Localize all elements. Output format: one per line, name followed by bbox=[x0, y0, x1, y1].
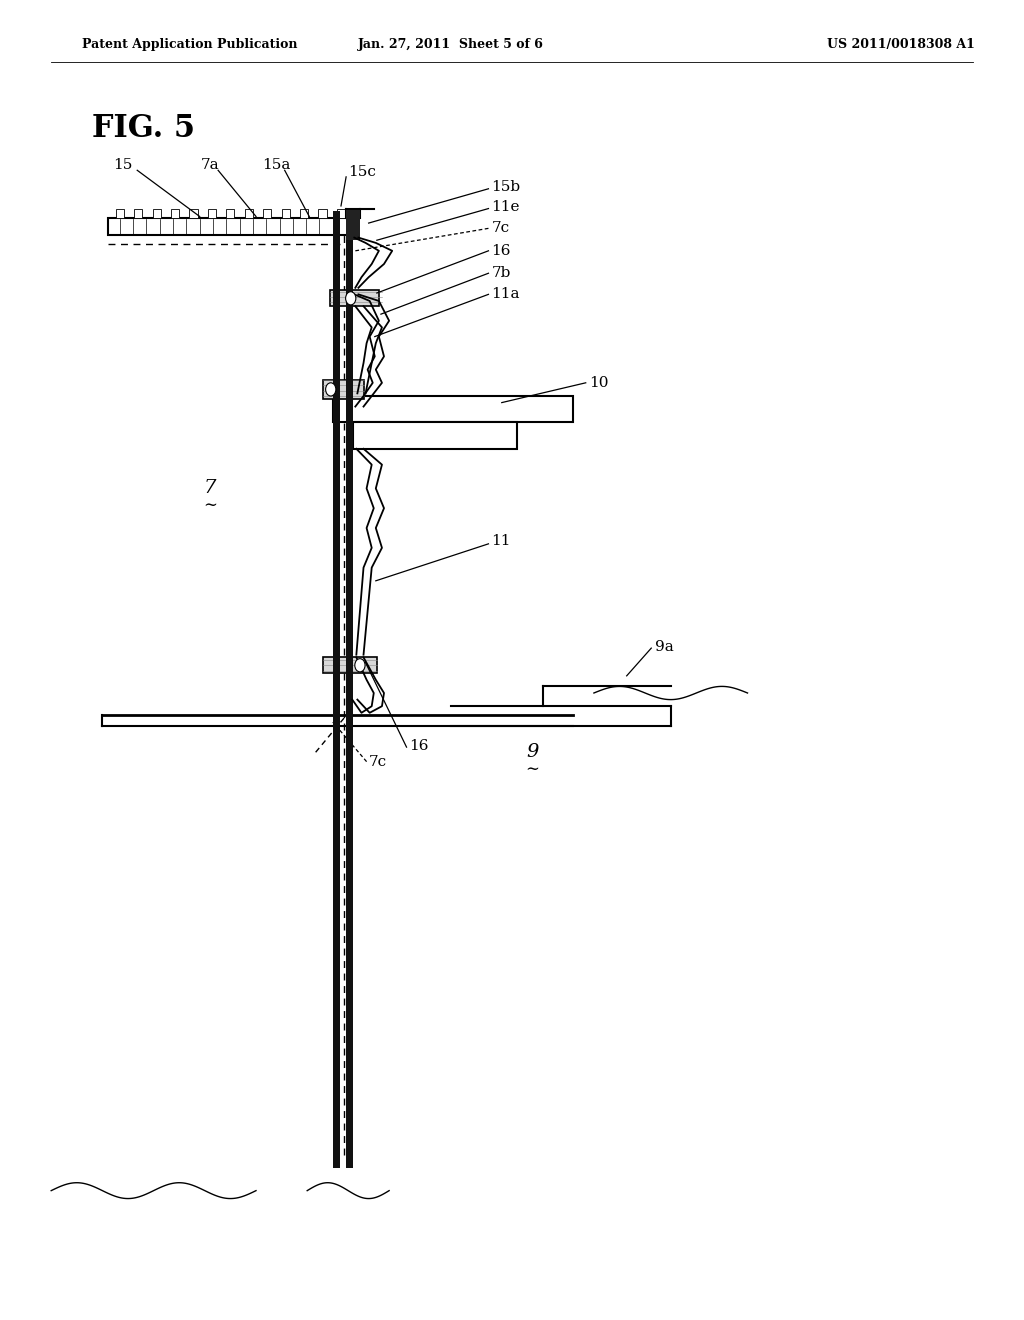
Bar bbox=[333, 396, 573, 422]
Circle shape bbox=[326, 383, 336, 396]
Bar bbox=[116, 209, 124, 218]
Bar bbox=[171, 209, 179, 218]
Text: 11a: 11a bbox=[492, 288, 520, 301]
Text: 7a: 7a bbox=[201, 158, 219, 172]
Text: 11: 11 bbox=[492, 535, 511, 548]
Text: 11e: 11e bbox=[492, 201, 520, 214]
Text: 7: 7 bbox=[204, 479, 216, 498]
Bar bbox=[189, 209, 198, 218]
Bar bbox=[333, 211, 340, 1168]
Text: Patent Application Publication: Patent Application Publication bbox=[82, 38, 297, 51]
Bar bbox=[346, 211, 353, 1168]
Bar bbox=[318, 209, 327, 218]
Text: Jan. 27, 2011  Sheet 5 of 6: Jan. 27, 2011 Sheet 5 of 6 bbox=[357, 38, 544, 51]
Bar bbox=[346, 210, 360, 240]
Text: 7b: 7b bbox=[492, 267, 511, 280]
Text: 15c: 15c bbox=[348, 165, 376, 178]
Text: 16: 16 bbox=[492, 244, 511, 257]
Bar bbox=[330, 290, 379, 306]
Bar bbox=[300, 209, 308, 218]
Text: 9a: 9a bbox=[655, 640, 674, 653]
Text: 7c: 7c bbox=[369, 755, 387, 768]
Bar bbox=[134, 209, 142, 218]
Bar bbox=[245, 209, 253, 218]
Text: 10: 10 bbox=[589, 376, 608, 389]
Text: 7c: 7c bbox=[492, 222, 510, 235]
Text: ∼: ∼ bbox=[203, 498, 217, 513]
Bar bbox=[353, 422, 517, 449]
Circle shape bbox=[355, 659, 366, 672]
Bar bbox=[340, 211, 346, 1168]
Text: 15a: 15a bbox=[262, 158, 291, 172]
Bar bbox=[226, 209, 234, 218]
Bar bbox=[337, 209, 345, 218]
Text: 15b: 15b bbox=[492, 181, 520, 194]
Text: FIG. 5: FIG. 5 bbox=[92, 112, 196, 144]
Text: 9: 9 bbox=[526, 743, 539, 762]
Text: 16: 16 bbox=[410, 739, 429, 752]
Text: ∼: ∼ bbox=[525, 762, 540, 777]
Bar bbox=[108, 218, 356, 235]
Bar bbox=[282, 209, 290, 218]
Text: 15: 15 bbox=[114, 158, 132, 172]
Bar bbox=[153, 209, 161, 218]
Bar bbox=[323, 380, 364, 399]
Bar bbox=[208, 209, 216, 218]
Bar bbox=[323, 657, 377, 673]
Text: US 2011/0018308 A1: US 2011/0018308 A1 bbox=[827, 38, 975, 51]
Circle shape bbox=[346, 292, 356, 305]
Bar bbox=[263, 209, 271, 218]
